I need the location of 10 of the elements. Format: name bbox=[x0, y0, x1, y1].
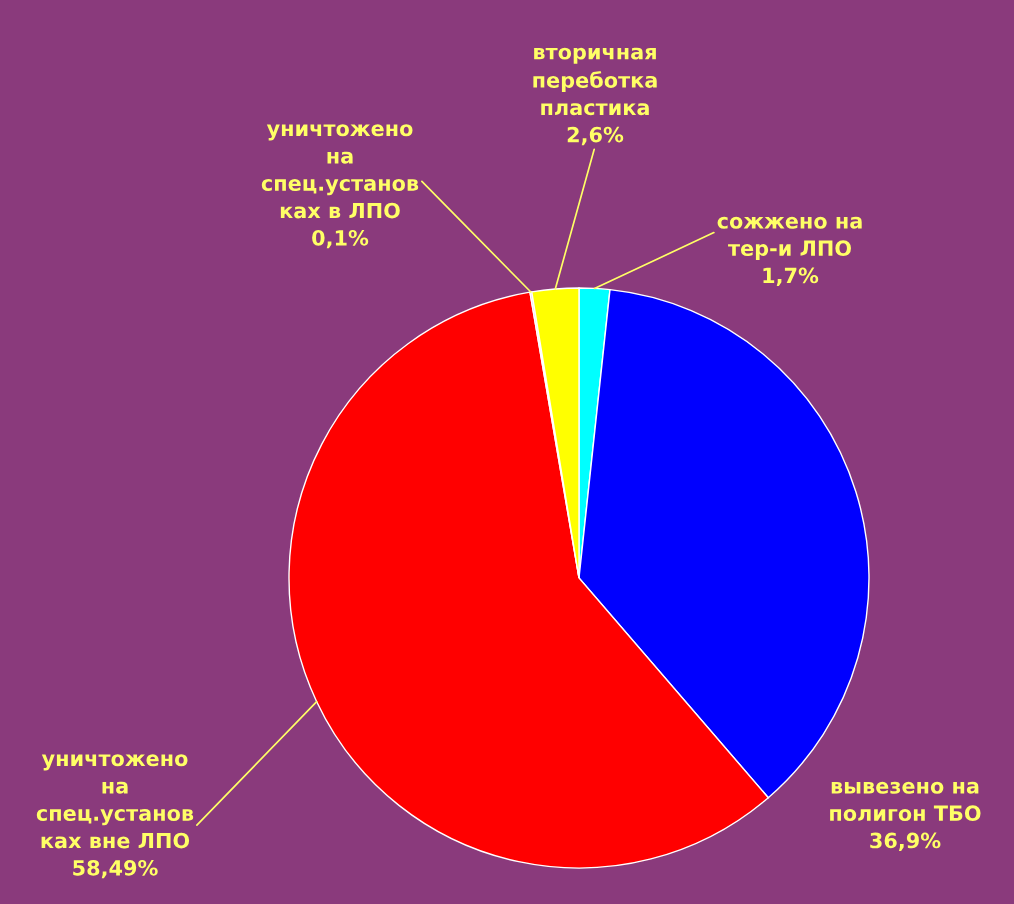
slice-label: вывезено на полигон ТБО bbox=[830, 781, 981, 822]
data-label: 36,9% bbox=[870, 832, 941, 851]
slice-label: сожжено на тер-и ЛПО bbox=[717, 216, 862, 261]
slice-label: уничтожено на спец.установ ках вне ЛПО bbox=[36, 754, 194, 849]
data-label: 0,1% bbox=[312, 229, 369, 249]
slice-label: вторичная переботка пластика bbox=[533, 47, 657, 116]
data-label: 58,49% bbox=[73, 859, 158, 879]
slice-label: уничтожено на спец.установ ках в ЛПО bbox=[261, 124, 419, 219]
data-label: 2,6% bbox=[567, 126, 624, 146]
data-label: 1,7% bbox=[763, 267, 819, 286]
